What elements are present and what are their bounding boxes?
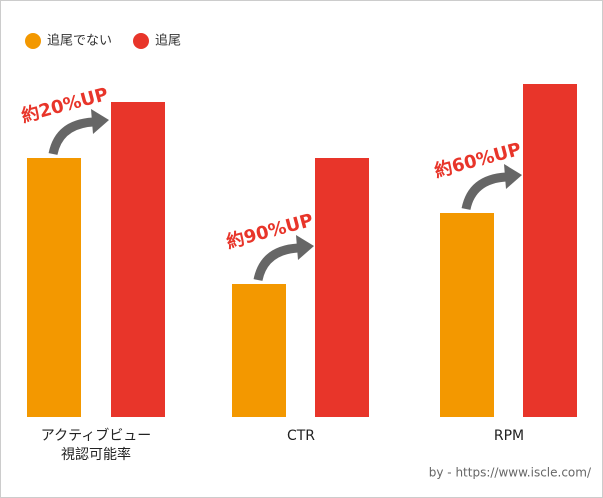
x-tick-label: CTR xyxy=(286,428,316,444)
legend-swatch xyxy=(25,33,41,49)
bar xyxy=(523,84,577,417)
legend-swatch xyxy=(133,33,149,49)
source: by - https://www.iscle.com/ xyxy=(429,466,592,480)
bar xyxy=(315,158,369,417)
bar xyxy=(27,158,81,417)
legend-label: 追尾でない xyxy=(47,33,112,49)
x-tick-label: RPM xyxy=(493,428,525,444)
arrow-head xyxy=(504,164,522,189)
bar xyxy=(440,213,494,417)
arrow-head xyxy=(91,109,109,134)
arrow-head xyxy=(296,235,314,260)
x-tick-label: アクティブビュー 視認可能率 xyxy=(40,428,152,463)
arrow xyxy=(461,172,507,211)
legend-label: 追尾 xyxy=(155,33,181,49)
arrow xyxy=(253,243,299,282)
arrow xyxy=(48,117,94,156)
bar xyxy=(111,102,165,417)
bar xyxy=(232,284,286,417)
